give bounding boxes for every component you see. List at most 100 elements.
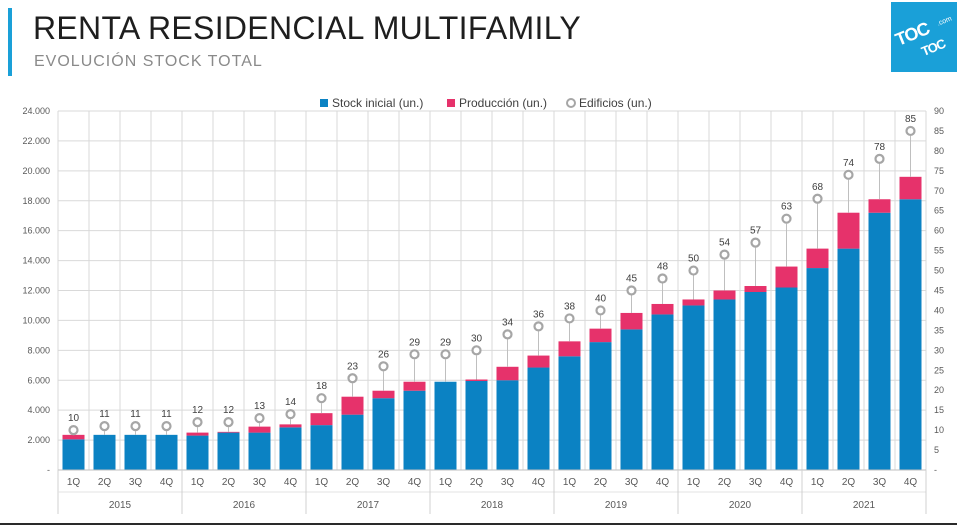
y-left-tick-label: 24.000 [22, 106, 50, 116]
bar-produccion [217, 431, 240, 433]
bar-stock-inicial [341, 414, 364, 470]
x-group-label: 2019 [605, 500, 628, 511]
bar-produccion [341, 396, 364, 415]
y-right-tick-label: 15 [934, 405, 944, 415]
x-tick-label: 1Q [67, 477, 81, 488]
x-tick-label: 1Q [439, 477, 453, 488]
marker-edificios [192, 417, 203, 428]
page-subtitle: EVOLUCIÓN STOCK TOTAL [34, 53, 263, 70]
x-tick-label: 2Q [718, 477, 732, 488]
y-right-tick-label: 20 [934, 385, 944, 395]
data-label-edificios: 48 [657, 262, 669, 273]
data-label-edificios: 11 [130, 409, 141, 420]
bar-stock-inicial [279, 427, 302, 470]
marker-edificios [471, 345, 482, 356]
bar-stock-inicial [496, 380, 519, 470]
x-tick-label: 4Q [904, 477, 918, 488]
bar-produccion [744, 286, 767, 292]
marker-edificios [626, 285, 637, 296]
x-tick-label: 1Q [811, 477, 825, 488]
legend-label: Stock inicial (un.) [332, 96, 423, 110]
data-label-edificios: 11 [99, 409, 110, 420]
data-label-edificios: 68 [812, 182, 824, 193]
data-label-edificios: 36 [533, 309, 545, 320]
marker-edificios [595, 305, 606, 316]
bar-produccion [589, 328, 612, 343]
marker-edificios [781, 213, 792, 224]
y-right-tick-label: 10 [934, 425, 944, 435]
data-label-edificios: 38 [564, 301, 576, 312]
bar-stock-inicial [248, 432, 271, 470]
data-label-edificios: 12 [223, 405, 235, 416]
bar-stock-inicial [124, 434, 147, 470]
x-group-label: 2021 [853, 500, 876, 511]
data-label-edificios: 11 [161, 409, 172, 420]
x-tick-label: 3Q [873, 477, 887, 488]
legend-label: Producción (un.) [459, 96, 547, 110]
bar-stock-inicial [682, 305, 705, 470]
data-label-edificios: 40 [595, 293, 607, 304]
title-accent-bar [8, 8, 12, 76]
y-left-tick-label: 22.000 [22, 136, 50, 146]
bar-stock-inicial [775, 287, 798, 470]
y-right-tick-label: 35 [934, 325, 944, 335]
bar-stock-inicial [434, 381, 457, 470]
y-left-tick-label: 8.000 [27, 345, 50, 355]
bar-stock-inicial [899, 199, 922, 471]
marker-edificios [378, 361, 389, 372]
bar-produccion [899, 176, 922, 200]
x-tick-label: 4Q [532, 477, 546, 488]
bar-stock-inicial [155, 434, 178, 470]
bar-stock-inicial [744, 291, 767, 470]
marker-edificios [409, 349, 420, 360]
bar-stock-inicial [558, 356, 581, 470]
data-label-edificios: 74 [843, 158, 855, 169]
marker-edificios [843, 169, 854, 180]
y-left-tick-label: 18.000 [22, 196, 50, 206]
marker-edificios [750, 237, 761, 248]
marker-edificios [688, 265, 699, 276]
bar-produccion [310, 413, 333, 426]
bar-produccion [372, 390, 395, 399]
y-right-tick-label: 25 [934, 365, 944, 375]
marker-edificios [564, 313, 575, 324]
marker-edificios [347, 373, 358, 384]
bar-stock-inicial [620, 329, 643, 470]
bar-produccion [713, 290, 736, 300]
legend-swatch [566, 98, 576, 108]
data-label-edificios: 34 [502, 317, 514, 328]
bar-produccion [806, 248, 829, 269]
bar-produccion [682, 299, 705, 306]
bar-produccion [868, 199, 891, 213]
data-label-edificios: 63 [781, 202, 793, 213]
x-tick-label: 4Q [408, 477, 422, 488]
marker-edificios [657, 273, 668, 284]
data-label-edificios: 85 [905, 114, 917, 125]
data-label-edificios: 29 [440, 337, 452, 348]
y-right-tick-label: 60 [934, 226, 944, 236]
bar-stock-inicial [372, 398, 395, 470]
x-tick-label: 2Q [346, 477, 360, 488]
bar-stock-inicial [186, 435, 209, 470]
bar-produccion [651, 303, 674, 315]
marker-edificios [533, 321, 544, 332]
y-right-tick-label: 75 [934, 166, 944, 176]
y-left-tick-label: 10.000 [22, 315, 50, 325]
y-left-tick-label: 14.000 [22, 256, 50, 266]
legend-label: Edificios (un.) [579, 96, 652, 110]
bar-stock-inicial [93, 434, 116, 470]
toctoc-logo: TOC TOC .com [891, 2, 957, 72]
data-label-edificios: 23 [347, 361, 359, 372]
x-tick-label: 4Q [284, 477, 298, 488]
marker-edificios [874, 153, 885, 164]
bar-stock-inicial [403, 390, 426, 470]
x-group-label: 2020 [729, 500, 752, 511]
logo-text-com: .com [936, 15, 953, 28]
x-tick-label: 1Q [191, 477, 205, 488]
y-right-tick-label: 80 [934, 146, 944, 156]
x-tick-label: 2Q [98, 477, 112, 488]
marker-edificios [68, 425, 79, 436]
y-left-tick-label: 20.000 [22, 166, 50, 176]
bar-stock-inicial [806, 268, 829, 470]
marker-edificios [812, 193, 823, 204]
